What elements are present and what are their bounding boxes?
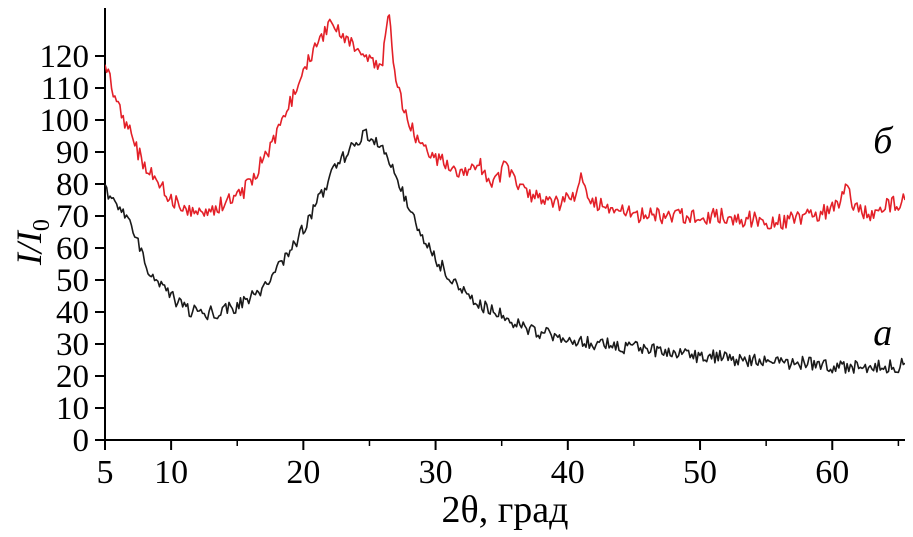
y-axis-label-text: I/I xyxy=(8,231,49,266)
svg-text:120: 120 xyxy=(40,39,90,75)
svg-text:110: 110 xyxy=(41,71,89,107)
y-axis-label: I/I0 xyxy=(8,182,56,302)
svg-text:40: 40 xyxy=(551,454,585,491)
svg-text:60: 60 xyxy=(56,231,89,267)
svg-text:5: 5 xyxy=(97,454,114,491)
svg-text:50: 50 xyxy=(56,263,89,299)
svg-text:30: 30 xyxy=(419,454,453,491)
series-label-b: б xyxy=(873,119,893,162)
svg-text:0: 0 xyxy=(73,423,90,459)
series-label-a: а xyxy=(873,311,893,354)
x-axis-label: 2θ, град xyxy=(441,489,569,531)
svg-text:100: 100 xyxy=(40,103,90,139)
svg-text:50: 50 xyxy=(683,454,717,491)
svg-text:70: 70 xyxy=(56,199,89,235)
svg-text:10: 10 xyxy=(56,391,89,427)
svg-text:90: 90 xyxy=(56,135,89,171)
svg-text:60: 60 xyxy=(815,454,849,491)
svg-text:30: 30 xyxy=(56,327,89,363)
svg-text:80: 80 xyxy=(56,167,89,203)
svg-text:10: 10 xyxy=(154,454,188,491)
svg-text:20: 20 xyxy=(56,359,89,395)
svg-text:40: 40 xyxy=(56,295,89,331)
y-axis-label-subscript: 0 xyxy=(29,219,56,232)
svg-text:20: 20 xyxy=(286,454,320,491)
